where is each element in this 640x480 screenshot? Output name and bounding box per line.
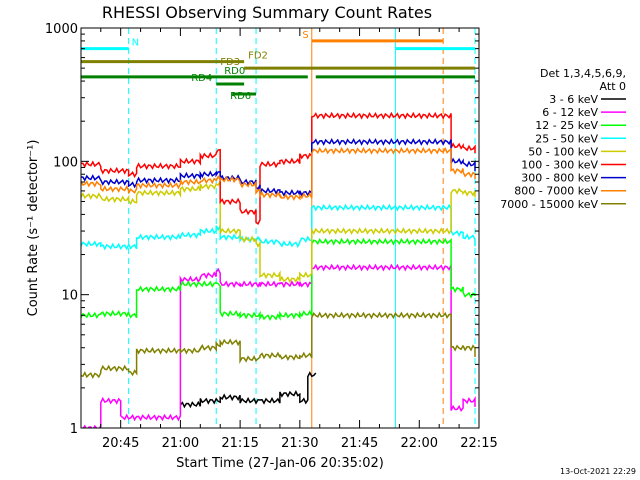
flag-label-rd0: RD0 (224, 66, 245, 77)
legend-label-3-6-kev: 3 - 6 keV (549, 93, 598, 106)
flag-label-fd2: FD2 (248, 51, 268, 62)
x-tick-label: 22:15 (460, 436, 497, 451)
legend-label-7000-15000-kev: 7000 - 15000 keV (500, 198, 598, 211)
x-tick-label: 21:45 (341, 436, 378, 451)
y-axis: 1 10 100 1000 (45, 22, 479, 437)
legend-label-25-50-kev: 25 - 50 keV (535, 132, 598, 145)
x-tick-label: 21:30 (281, 436, 318, 451)
flag-label-n: N (132, 38, 139, 49)
series-300-800-kev (81, 137, 476, 197)
legend-label-800-7000-kev: 800 - 7000 keV (514, 185, 598, 198)
flag-label-rd6: RD6 (230, 91, 251, 102)
legend-label-100-300-kev: 100 - 300 keV (521, 159, 598, 172)
series-lines (81, 111, 476, 428)
y-tick-label: 10 (61, 289, 78, 304)
flag-label-fd3: FD3 (220, 57, 240, 68)
legend-header-line-1: Det 1,3,4,5,6,9, (540, 67, 626, 80)
x-tick-label: 21:15 (221, 436, 258, 451)
legend-header-line-2: Att 0 (600, 80, 626, 93)
x-axis-label: Start Time (27-Jan-06 20:35:02) (176, 456, 384, 471)
series-3-6-kev (179, 371, 317, 409)
legend-label-6-12-kev: 6 - 12 keV (542, 106, 598, 119)
x-tick-label: 20:45 (102, 436, 139, 451)
x-tick-label: 22:00 (401, 436, 438, 451)
series-6-12-kev (82, 263, 476, 428)
series-50-100-kev (81, 181, 476, 284)
chart-title: RHESSI Observing Summary Count Rates (102, 3, 432, 22)
legend-label-50-100-kev: 50 - 100 keV (528, 145, 598, 158)
x-tick-label: 21:00 (162, 436, 199, 451)
legend-label-300-800-kev: 300 - 800 keV (521, 172, 598, 185)
series-12-25-kev (81, 237, 476, 322)
y-tick-label: 1000 (45, 22, 78, 37)
series-7000-15000-kev (81, 311, 476, 379)
y-axis-label: Count Rate (s⁻¹ detector⁻¹) (26, 140, 41, 317)
flag-label-s: S (302, 30, 308, 41)
flag-label-rd4: RD4 (191, 73, 212, 84)
vertical-markers (81, 28, 476, 428)
x-axis: 20:45 21:00 21:15 21:30 21:45 22:00 22:15 (100, 28, 498, 451)
series-25-50-kev (81, 203, 476, 251)
legend-label-12-25-kev: 12 - 25 keV (535, 119, 598, 132)
series-100-300-kev (81, 111, 476, 225)
series-800-7000-kev (81, 146, 476, 202)
y-tick-label: 1 (70, 422, 78, 437)
y-tick-label: 100 (53, 155, 78, 170)
footer-date: 13-Oct-2021 22:29 (560, 467, 636, 476)
